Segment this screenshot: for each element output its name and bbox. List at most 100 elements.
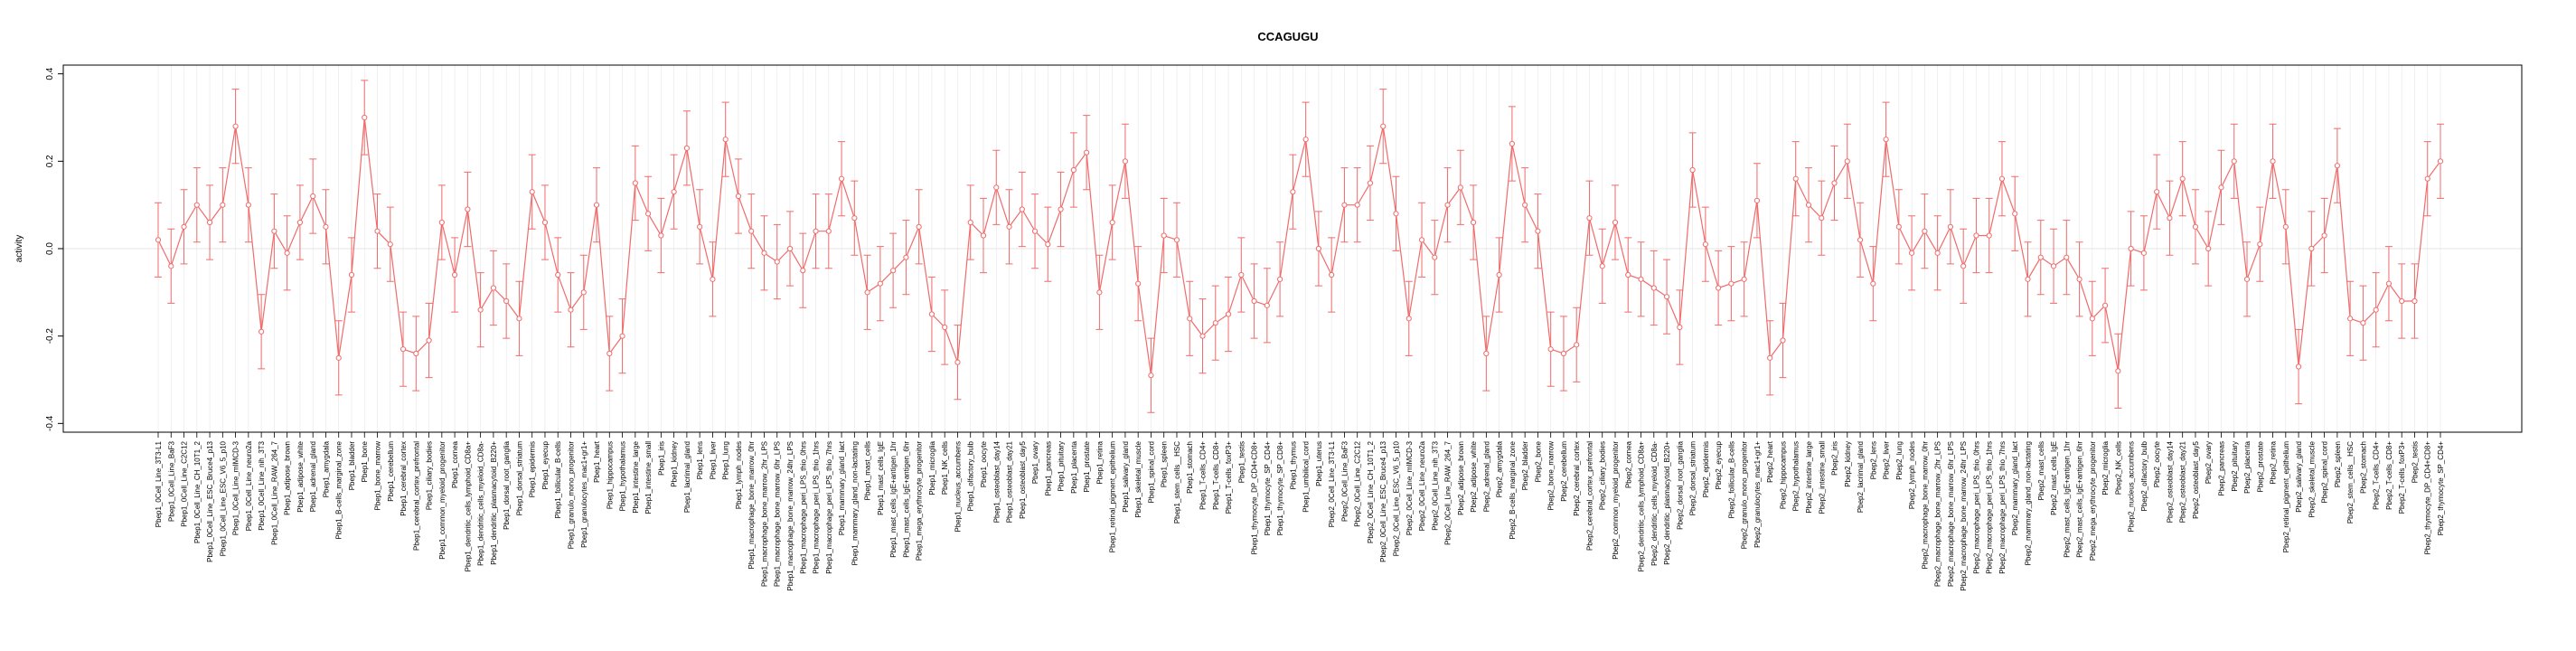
- data-point: [1819, 215, 1825, 222]
- x-tick-label: Pbep2_0Cell_Line_RAW_264_7: [1444, 440, 1453, 544]
- x-tick-label: Pbep1_0Cell_Line_neuro2a: [245, 440, 253, 531]
- x-tick-label: Pbep1_bladder: [348, 441, 356, 491]
- data-point: [2037, 254, 2044, 260]
- x-tick-label: Pbep1_adrenal_gland: [309, 441, 317, 512]
- data-point: [1070, 166, 1076, 174]
- data-point: [541, 219, 549, 226]
- data-point: [1380, 123, 1387, 129]
- x-tick-label: Pbep2_0Cell_Line_ESC_Bruce4_p13: [1379, 440, 1387, 561]
- data-point: [877, 280, 883, 287]
- x-tick-label: Pbep2_ciliary_bodies: [1599, 441, 1607, 510]
- x-tick-label: Pbep2_lacrimal_gland: [1857, 441, 1865, 513]
- data-point: [1986, 232, 1992, 239]
- x-tick-label: Pbep1_prostate: [1083, 440, 1091, 492]
- data-point: [1341, 202, 1348, 208]
- x-tick-label: Pbep2_dendritic_cells_myeloid_CD8a-: [1650, 441, 1659, 566]
- data-point: [1277, 276, 1283, 282]
- data-point: [1870, 280, 1876, 287]
- x-tick-label: Pbep1_granulocytes_mac1+gr1+: [580, 441, 588, 548]
- data-point: [1805, 202, 1812, 208]
- x-tick-label: Pbep2_retinal_pigment_epithelium: [2282, 441, 2290, 553]
- data-point: [928, 311, 935, 317]
- x-tick-label: Pbep2_macrophage_bone_marrow_24hr_LPS: [1960, 441, 1968, 590]
- x-tick-label: Pbep1_pituitary: [1058, 441, 1066, 492]
- x-tick-label: Pbep1_skeletal_muscle: [1134, 440, 1142, 517]
- data-point: [761, 250, 767, 256]
- data-point: [1329, 271, 1335, 278]
- data-point: [1716, 285, 1722, 291]
- data-point: [1418, 237, 1425, 243]
- data-point: [1599, 263, 1605, 269]
- data-point: [697, 223, 703, 230]
- x-tick-label: Pbep2_iris: [1831, 441, 1839, 476]
- x-tick-label: Pbep1_olfactory_bulb: [967, 440, 975, 511]
- data-point: [284, 250, 290, 256]
- x-tick-label: Pbep1_dendritic_cells_lymphoid_CD8a+: [464, 441, 472, 572]
- data-point: [2282, 223, 2289, 230]
- x-tick-label: Pbep1_nucleus_accumbens: [954, 441, 962, 533]
- x-tick-label: Pbep1_uterus: [1315, 441, 1323, 486]
- x-tick-label: Pbep1_granulo_mono_progenitor: [567, 441, 575, 550]
- x-tick-label: Pbep1_salivary_gland: [1122, 441, 1130, 513]
- data-point: [1084, 149, 1090, 156]
- x-tick-label: Pbep2_0Cell_Line_CH_10T1_2: [1367, 440, 1375, 543]
- data-point: [1031, 228, 1039, 234]
- data-point: [1895, 223, 1902, 230]
- x-tick-label: Pbep1_lens: [696, 441, 704, 479]
- data-point: [644, 211, 652, 217]
- x-tick-label: Pbep1_0Cell_Line_CH_10T1_2: [193, 440, 202, 543]
- data-point: [1264, 302, 1270, 308]
- data-point: [1586, 215, 1593, 222]
- data-point: [1844, 158, 1850, 165]
- data-point: [1509, 140, 1515, 147]
- data-point: [348, 271, 355, 278]
- x-tick-label: Pbep2_mast_cells_IgE: [2050, 441, 2058, 515]
- x-tick-label: Pbep2_pituitary: [2231, 441, 2239, 492]
- data-point: [748, 228, 755, 234]
- x-tick-label: Pbep2_salivary_gland: [2295, 441, 2303, 513]
- data-point: [2154, 189, 2160, 195]
- x-tick-label: Pbep1_0Cell_Line_RAW_264_7: [270, 440, 278, 544]
- y-axis-label: activity: [14, 235, 24, 263]
- x-tick-label: Pbep2_intestine_large: [1805, 440, 1813, 513]
- data-point: [2076, 276, 2082, 282]
- data-point: [2373, 307, 2379, 313]
- x-tick-label: Pbep2_NK_cells: [2114, 441, 2122, 495]
- data-point: [722, 137, 729, 143]
- x-tick-label: Pbep1_lacrimal_gland: [683, 441, 691, 513]
- data-point: [1831, 180, 1838, 186]
- data-point: [1161, 232, 1167, 239]
- data-point: [2334, 163, 2340, 169]
- x-tick-label: Pbep2_retina: [2270, 440, 2278, 484]
- x-tick-label: Pbep1_mast_cells: [864, 441, 872, 500]
- data-point: [516, 316, 522, 322]
- x-tick-label: Pbep2_bone_marrow: [1547, 441, 1556, 511]
- y-tick-label: -0.4: [45, 415, 55, 431]
- y-tick-label: -0.2: [45, 328, 55, 344]
- data-point: [452, 271, 458, 278]
- x-tick-label: Pbep2_dendritic_cells_lymphoid_CD8a+: [1638, 441, 1646, 572]
- y-tick-label: 0.4: [45, 67, 55, 80]
- data-point: [1058, 206, 1064, 212]
- data-point: [954, 359, 961, 365]
- x-tick-label: Pbep1_cornea: [451, 440, 459, 488]
- data-point: [2411, 297, 2418, 305]
- data-point: [1251, 297, 1257, 305]
- data-point: [825, 228, 832, 234]
- data-point: [2424, 175, 2430, 182]
- chart-title: CCAGUGU: [1257, 30, 1318, 43]
- x-tick-label: Pbep2_placenta: [2243, 440, 2252, 493]
- x-tick-label: Pbep2_cerebral_cortex: [1573, 441, 1581, 516]
- x-tick-label: Pbep1_dendritic_cells_myeloid_CD8a-: [477, 441, 485, 566]
- data-point: [1109, 219, 1115, 226]
- x-tick-label: Pbep2_thymocyte_DP_CD4+CD8+: [2424, 441, 2432, 555]
- data-point: [1753, 197, 1761, 203]
- data-point: [555, 271, 561, 278]
- x-tick-label: Pbep1_osteoblast_day14: [992, 440, 1001, 523]
- data-point: [1173, 237, 1180, 243]
- x-tick-label: Pbep1_thymocyte_DP_CD4+CD8+: [1251, 441, 1259, 555]
- data-point: [1496, 271, 1502, 278]
- data-point: [310, 193, 316, 200]
- data-point: [1522, 202, 1528, 208]
